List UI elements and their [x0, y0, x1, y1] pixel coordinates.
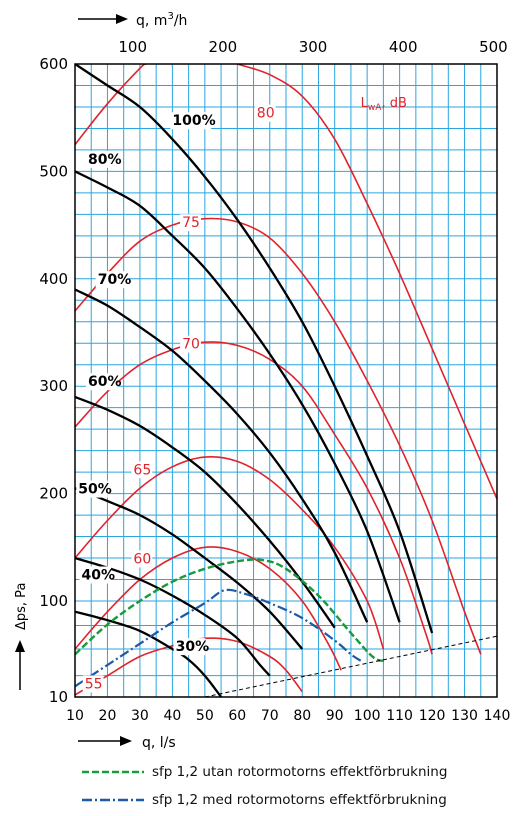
- sfp-med-line: [75, 588, 362, 688]
- sfp-utan-line: [75, 558, 387, 662]
- top-axis-title: q, m3/h: [136, 11, 187, 29]
- y-tick-label: 400: [39, 270, 68, 288]
- x-tick-label: 60: [228, 708, 246, 724]
- y-tick-label: 10: [49, 688, 68, 706]
- fan-performance-chart: 100% 80% 70% 60% 50% 40% 30% 80 75 70 65 60 55 LwA, d…: [14, 11, 511, 751]
- grid: [74, 63, 498, 698]
- x-tick-label: 100: [354, 708, 381, 724]
- x-tick-label: 140: [484, 708, 511, 724]
- y-axis-title: Δps, Pa: [14, 583, 29, 630]
- x-tick-label: 40: [163, 708, 181, 724]
- fan-label: 60%: [88, 374, 122, 390]
- legend-swatch-dashdot: [82, 798, 144, 802]
- fan-label-bg: [85, 150, 118, 168]
- sound-label: 75: [182, 215, 200, 231]
- x-tick-label: 30: [131, 708, 149, 724]
- axes: [15, 14, 498, 746]
- fan-label-bg: [79, 566, 112, 584]
- legend-label: sfp 1,2 med rotormotorns effektförbrukni…: [152, 792, 447, 808]
- x-tick-label: 90: [326, 708, 344, 724]
- fan-label: 100%: [172, 113, 215, 129]
- top-tick-label: 400: [389, 38, 418, 56]
- fan-label-bg: [173, 638, 206, 656]
- fan-curve-50pct: [75, 487, 304, 650]
- x-tick-label: 20: [99, 708, 117, 724]
- fan-label-bg: [85, 373, 118, 391]
- fan-label-bg: [95, 271, 128, 289]
- legend-swatch-dashed: [82, 770, 144, 774]
- y-tick-label: 100: [39, 592, 68, 610]
- sound-label-bg: [180, 214, 201, 232]
- legend-item-sfp-med: sfp 1,2 med rotormotorns effektförbrukni…: [82, 792, 447, 808]
- y-tick-label: 600: [39, 55, 68, 73]
- fan-curve-100pct: [75, 64, 434, 634]
- sound-label-bg: [180, 335, 201, 353]
- sound-unit-label: LwA, dB: [361, 96, 407, 113]
- y-tick-label: 200: [39, 485, 68, 503]
- fan-label: 80%: [88, 152, 122, 168]
- sound-label: 60: [133, 551, 151, 567]
- fan-curve-60pct: [75, 395, 336, 629]
- x-tick-label: 80: [293, 708, 311, 724]
- sound-label: 80: [257, 106, 275, 122]
- sound-label-bg: [131, 461, 153, 479]
- x-axis-title: q, l/s: [142, 735, 176, 751]
- fan-label: 50%: [78, 482, 112, 498]
- labels: 100% 80% 70% 60% 50% 40% 30% 80 75 70 65 60 55 LwA, d…: [14, 11, 510, 751]
- fan-curve-80pct: [75, 170, 401, 623]
- sound-curve-75: [75, 217, 482, 655]
- sound-label: 55: [85, 676, 103, 692]
- y-tick-label: 500: [39, 162, 68, 180]
- sound-curve-70: [75, 341, 433, 655]
- top-axis-arrowhead: [116, 14, 128, 24]
- x-tick-label: 10: [66, 708, 84, 724]
- fan-label-bg: [170, 112, 212, 130]
- legend-item-sfp-utan: sfp 1,2 utan rotormotorns effektförbrukn…: [82, 764, 447, 780]
- top-tick-label: 500: [479, 38, 508, 56]
- y-axis-arrowhead: [15, 640, 25, 652]
- x-tick-label: 50: [196, 708, 214, 724]
- curves: [75, 64, 497, 697]
- top-tick-label: 300: [299, 38, 328, 56]
- fan-label: 40%: [81, 568, 115, 584]
- fan-curve-70pct: [75, 288, 369, 623]
- limit-line: [204, 635, 497, 697]
- curve-group: [75, 64, 497, 697]
- x-tick-label: 110: [386, 708, 413, 724]
- sound-label-bg: [131, 550, 153, 568]
- sound-curve-80: [75, 64, 147, 146]
- legend-label: sfp 1,2 utan rotormotorns effektförbrukn…: [152, 764, 448, 780]
- sound-label: 65: [133, 462, 151, 478]
- x-tick-label: 70: [261, 708, 279, 724]
- top-tick-label: 200: [209, 38, 238, 56]
- top-tick-label: 100: [118, 38, 147, 56]
- sound-label-bg: [82, 675, 104, 693]
- sound-label-bg: [254, 104, 276, 122]
- plot-frame: [74, 63, 498, 698]
- fan-label: 30%: [176, 639, 210, 655]
- fan-label: 70%: [98, 272, 132, 288]
- y-tick-label: 300: [39, 377, 68, 395]
- sound-label: 70: [182, 337, 200, 353]
- sound-curve-65: [75, 456, 385, 650]
- x-tick-label: 130: [451, 708, 478, 724]
- fan-label-bg: [76, 480, 108, 498]
- fan-curve-30pct: [75, 610, 223, 697]
- x-axis-arrowhead: [120, 736, 132, 746]
- x-tick-label: 120: [419, 708, 446, 724]
- sound-curve-80: [237, 64, 497, 500]
- sound-curve-60: [75, 546, 342, 671]
